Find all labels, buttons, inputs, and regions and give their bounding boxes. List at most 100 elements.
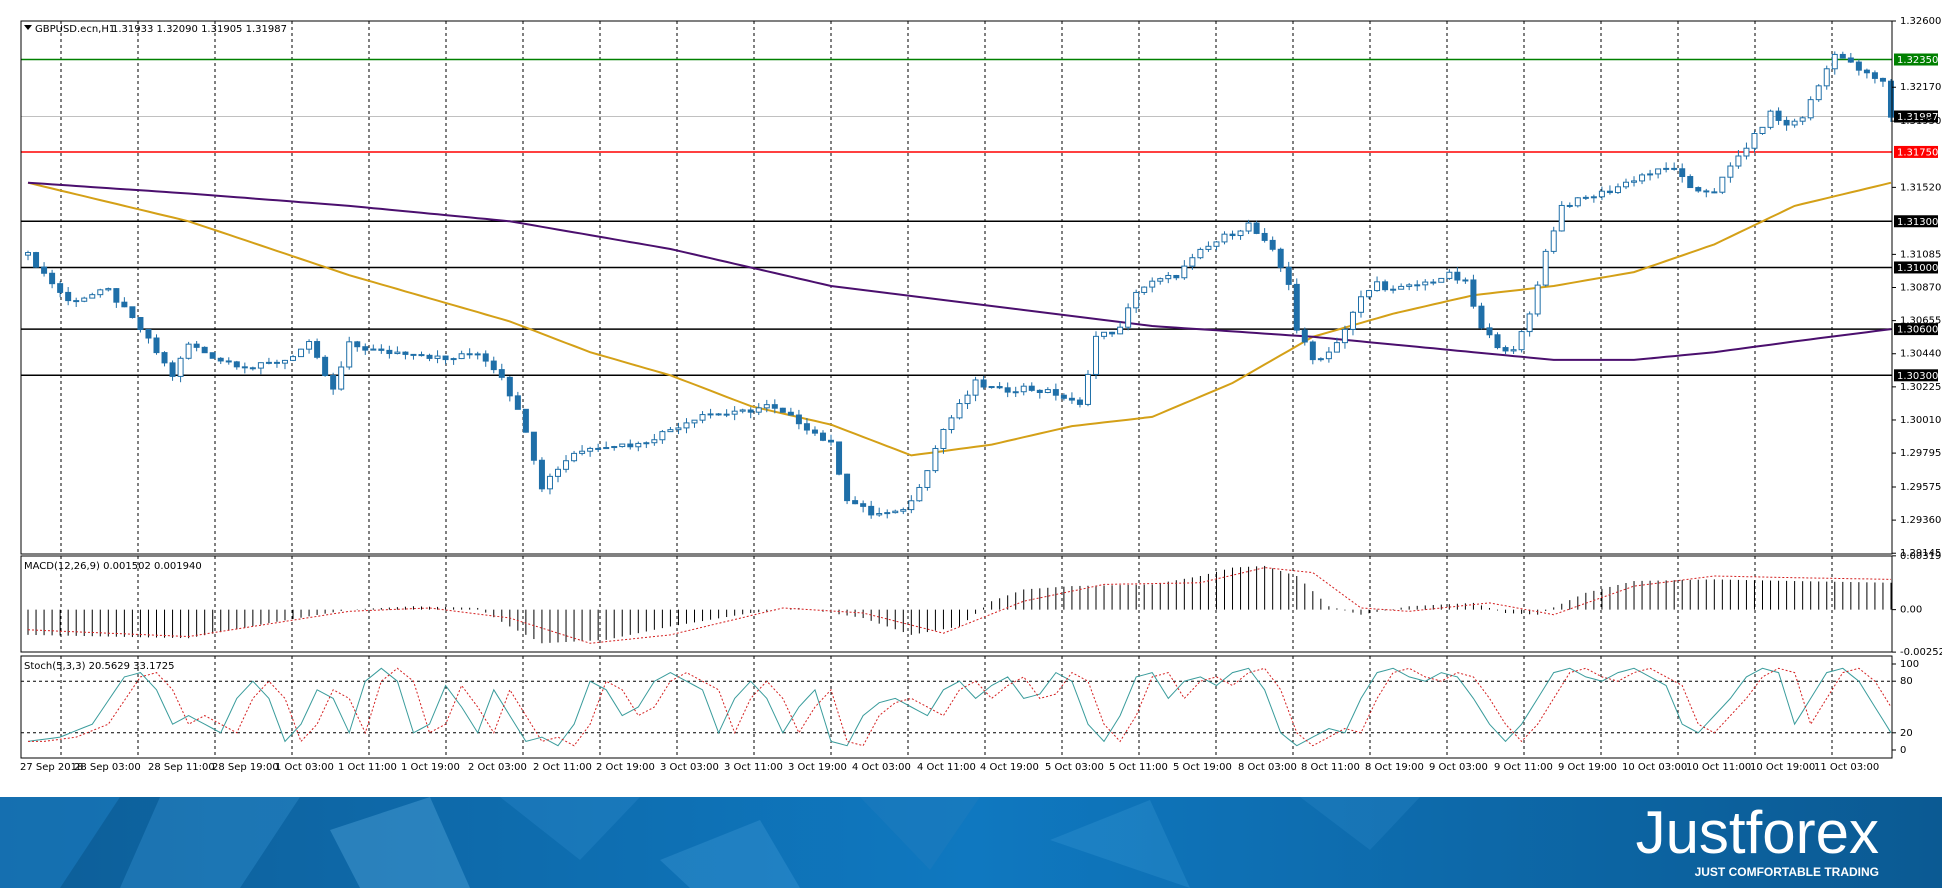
candle-bull: [651, 439, 658, 444]
candle-bull: [571, 452, 578, 462]
candle-bear: [113, 288, 120, 303]
x-tick-label: 27 Sep 2018: [20, 762, 83, 773]
macd-panel: [27, 565, 1892, 644]
candle-bear: [1687, 176, 1694, 189]
candle-bear: [860, 503, 867, 507]
candle-bear: [1261, 232, 1268, 241]
candle-bear: [1076, 399, 1083, 405]
candle-bull: [1542, 250, 1549, 286]
collapse-arrow-icon[interactable]: [24, 25, 32, 30]
candle-bear: [1430, 281, 1437, 284]
macd-tick-label: 0.003199: [1900, 551, 1942, 562]
candle-bull: [579, 450, 586, 454]
candle-bear: [828, 439, 835, 443]
candle-bear: [217, 357, 224, 362]
candle-bull: [972, 379, 979, 396]
candle-bear: [771, 404, 778, 409]
candle-bear: [137, 317, 144, 330]
candle-bull: [1101, 331, 1108, 337]
candle-bull: [563, 460, 570, 470]
candle-bull: [1598, 190, 1605, 198]
candle-bull: [1462, 279, 1469, 282]
x-tick-label: 9 Oct 11:00: [1494, 762, 1553, 773]
candle-bull: [667, 429, 674, 433]
y-tick-label: 1.30870: [1900, 283, 1941, 294]
chart-header-symbol: GBPUSD.ecn,H1: [35, 24, 115, 35]
candle-bear: [1783, 119, 1790, 126]
macd-panel-frame: [20, 555, 1893, 653]
candle-bull: [1084, 373, 1091, 405]
candle-bull: [1582, 196, 1589, 199]
x-tick-label: 28 Sep 11:00: [148, 762, 215, 773]
candle-bull: [1390, 288, 1397, 291]
candle-bull: [691, 419, 698, 424]
candle-bull: [1044, 389, 1051, 394]
stoch-label: Stoch(5,3,3) 20.5629 33.1725: [24, 661, 175, 672]
x-tick-label: 10 Oct 03:00: [1622, 762, 1687, 773]
stoch-panel: [21, 667, 1892, 747]
stoch-tick-label: 100: [1900, 659, 1919, 670]
candle-bear: [1679, 168, 1686, 178]
candle-bull: [1366, 290, 1373, 298]
level-price-text: 1.31000: [1897, 263, 1938, 274]
candle-bull: [1374, 281, 1381, 292]
candle-bull: [1815, 85, 1822, 101]
candle-bull: [1133, 291, 1140, 309]
candle-bear: [1871, 72, 1878, 79]
candle-bull: [546, 475, 553, 490]
candle-bear: [482, 353, 489, 362]
candle-bear: [386, 349, 393, 355]
candle-bear: [595, 447, 602, 450]
x-tick-label: 3 Oct 19:00: [788, 762, 847, 773]
candle-bull: [265, 361, 272, 364]
candle-bull: [1406, 284, 1413, 287]
y-tick-label: 1.30655: [1900, 316, 1941, 327]
candle-bear: [233, 361, 240, 368]
candle-bear: [811, 429, 818, 434]
macd-signal-line: [27, 567, 1892, 644]
candle-bull: [458, 353, 465, 360]
candle-bear: [378, 348, 385, 351]
candle-bull: [964, 394, 971, 405]
candle-bull: [1149, 280, 1156, 288]
candle-bear: [819, 432, 826, 441]
x-tick-label: 2 Oct 03:00: [468, 762, 527, 773]
candle-bear: [362, 346, 369, 351]
candle-bull: [298, 348, 305, 358]
candle-bull: [755, 407, 762, 413]
candle-bull: [1727, 165, 1734, 178]
x-tick-label: 1 Oct 03:00: [275, 762, 334, 773]
candle-bear: [1775, 110, 1782, 121]
candle-bull: [948, 417, 955, 430]
candle-bear: [73, 300, 80, 303]
candle-bull: [1518, 331, 1525, 351]
level-price-tag: [1894, 53, 1938, 66]
x-tick-label: 1 Oct 11:00: [338, 762, 397, 773]
candle-bull: [1358, 296, 1365, 313]
level-price-text: 1.31300: [1897, 217, 1938, 228]
candle-bear: [1229, 233, 1236, 237]
candle-bull: [635, 442, 642, 448]
candle-bear: [1887, 80, 1894, 118]
candle-bull: [1622, 181, 1629, 188]
candle-bull: [185, 343, 192, 359]
y-tick-label: 1.31520: [1900, 182, 1941, 193]
x-tick-label: 8 Oct 11:00: [1301, 762, 1360, 773]
candle-bull: [1020, 385, 1027, 393]
candle-bear: [1309, 341, 1316, 361]
x-tick-label: 3 Oct 11:00: [724, 762, 783, 773]
candle-bear: [1470, 279, 1477, 307]
candle-bear: [1036, 389, 1043, 394]
macd-label: MACD(12,26,9) 0.001502 0.001940: [24, 561, 202, 572]
candle-bull: [450, 358, 457, 361]
candle-bear: [322, 356, 329, 376]
x-tick-label: 3 Oct 03:00: [660, 762, 719, 773]
chart-header-ohlc: 1.31933 1.32090 1.31905 1.31987: [112, 24, 287, 35]
candle-bull: [731, 410, 738, 415]
candle-bear: [41, 266, 48, 274]
level-price-tag: [1894, 215, 1938, 228]
candle-bull: [611, 446, 618, 449]
candle-bull: [177, 357, 184, 377]
candle-bear: [1060, 394, 1067, 399]
